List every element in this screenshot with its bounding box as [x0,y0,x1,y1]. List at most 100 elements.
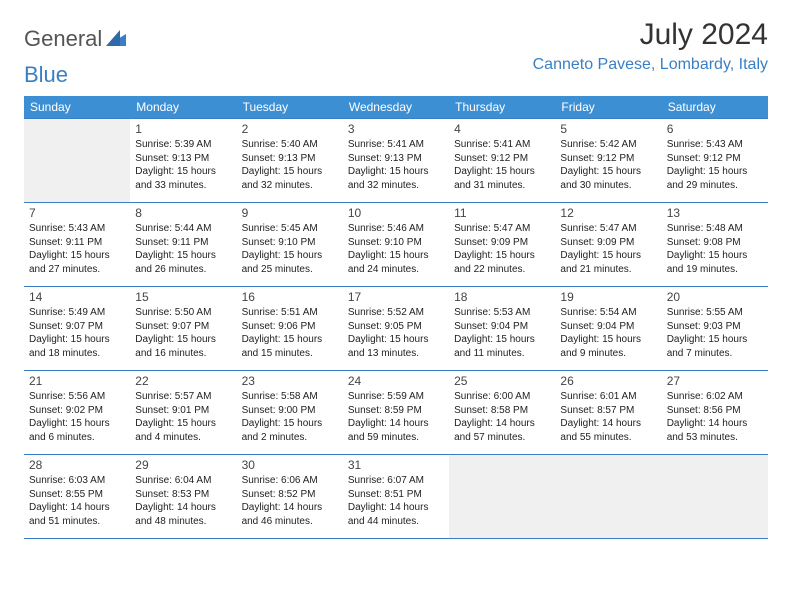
day-number: 22 [135,374,231,388]
brand-logo: General [24,18,128,52]
day-info: Sunrise: 5:39 AMSunset: 9:13 PMDaylight:… [135,138,231,192]
calendar-day-cell [24,119,130,203]
calendar-week-row: 14 Sunrise: 5:49 AMSunset: 9:07 PMDayligh… [24,287,768,371]
calendar-day-cell: 1 Sunrise: 5:39 AMSunset: 9:13 PMDaylight… [130,119,236,203]
calendar-day-cell: 10 Sunrise: 5:46 AMSunset: 9:10 PMDayligh… [343,203,449,287]
weekday-header: Sunday [24,96,130,119]
day-number: 11 [454,206,550,220]
calendar-day-cell: 29 Sunrise: 6:04 AMSunset: 8:53 PMDayligh… [130,455,236,539]
calendar-day-cell: 6 Sunrise: 5:43 AMSunset: 9:12 PMDaylight… [662,119,768,203]
calendar-day-cell: 25 Sunrise: 6:00 AMSunset: 8:58 PMDayligh… [449,371,555,455]
calendar-day-cell [555,455,661,539]
calendar-day-cell: 2Sunrise: 5:40 AMSunset: 9:13 PMDaylight… [237,119,343,203]
day-number: 25 [454,374,550,388]
day-info: Sunrise: 5:59 AMSunset: 8:59 PMDaylight:… [348,390,444,444]
calendar-day-cell: 20 Sunrise: 5:55 AMSunset: 9:03 PMDayligh… [662,287,768,371]
day-info: Sunrise: 5:53 AMSunset: 9:04 PMDaylight:… [454,306,550,360]
weekday-header: Monday [130,96,236,119]
day-number: 4 [454,122,550,136]
day-info: Sunrise: 6:04 AMSunset: 8:53 PMDaylight:… [135,474,231,528]
weekday-header-row: Sunday Monday Tuesday Wednesday Thursday… [24,96,768,119]
day-number: 29 [135,458,231,472]
calendar-week-row: 7 Sunrise: 5:43 AMSunset: 9:11 PMDaylight… [24,203,768,287]
day-number: 6 [667,122,763,136]
day-number: 23 [242,374,338,388]
calendar-day-cell: 22 Sunrise: 5:57 AMSunset: 9:01 PMDayligh… [130,371,236,455]
brand-part2: Blue [24,62,68,88]
day-number: 15 [135,290,231,304]
day-info: Sunrise: 5:42 AMSunset: 9:12 PMDaylight:… [560,138,656,192]
calendar-day-cell: 12Sunrise: 5:47 AMSunset: 9:09 PMDayligh… [555,203,661,287]
location-subtitle: Canneto Pavese, Lombardy, Italy [533,56,768,74]
day-info: Sunrise: 5:55 AMSunset: 9:03 PMDaylight:… [667,306,763,360]
calendar-day-cell: 16 Sunrise: 5:51 AMSunset: 9:06 PMDayligh… [237,287,343,371]
calendar-day-cell: 27 Sunrise: 6:02 AMSunset: 8:56 PMDayligh… [662,371,768,455]
day-number: 30 [242,458,338,472]
day-info: Sunrise: 5:43 AMSunset: 9:11 PMDaylight:… [29,222,125,276]
day-info: Sunrise: 5:56 AMSunset: 9:02 PMDaylight:… [29,390,125,444]
calendar-day-cell: 3Sunrise: 5:41 AMSunset: 9:13 PMDaylight… [343,119,449,203]
day-number: 1 [135,122,231,136]
day-number: 10 [348,206,444,220]
day-info: Sunrise: 5:57 AMSunset: 9:01 PMDaylight:… [135,390,231,444]
page-title: July 2024 [533,18,768,52]
day-info: Sunrise: 6:00 AMSunset: 8:58 PMDaylight:… [454,390,550,444]
day-number: 18 [454,290,550,304]
weekday-header: Friday [555,96,661,119]
day-number: 26 [560,374,656,388]
calendar-day-cell: 18 Sunrise: 5:53 AMSunset: 9:04 PMDayligh… [449,287,555,371]
calendar-day-cell: 13 Sunrise: 5:48 AMSunset: 9:08 PMDayligh… [662,203,768,287]
day-number: 13 [667,206,763,220]
calendar-day-cell: 28 Sunrise: 6:03 AMSunset: 8:55 PMDayligh… [24,455,130,539]
day-info: Sunrise: 5:43 AMSunset: 9:12 PMDaylight:… [667,138,763,192]
calendar-day-cell: 23 Sunrise: 5:58 AMSunset: 9:00 PMDayligh… [237,371,343,455]
day-info: Sunrise: 5:49 AMSunset: 9:07 PMDaylight:… [29,306,125,360]
day-number: 19 [560,290,656,304]
calendar-day-cell: 14 Sunrise: 5:49 AMSunset: 9:07 PMDayligh… [24,287,130,371]
day-info: Sunrise: 5:51 AMSunset: 9:06 PMDaylight:… [242,306,338,360]
weekday-header: Saturday [662,96,768,119]
day-info: Sunrise: 6:01 AMSunset: 8:57 PMDaylight:… [560,390,656,444]
calendar-table: Sunday Monday Tuesday Wednesday Thursday… [24,96,768,539]
calendar-day-cell: 15Sunrise: 5:50 AMSunset: 9:07 PMDayligh… [130,287,236,371]
weekday-header: Tuesday [237,96,343,119]
day-number: 7 [29,206,125,220]
day-info: Sunrise: 6:06 AMSunset: 8:52 PMDaylight:… [242,474,338,528]
day-info: Sunrise: 5:45 AMSunset: 9:10 PMDaylight:… [242,222,338,276]
day-number: 3 [348,122,444,136]
brand-part1: General [24,26,102,52]
day-number: 2 [242,122,338,136]
calendar-week-row: 1 Sunrise: 5:39 AMSunset: 9:13 PMDaylight… [24,119,768,203]
day-info: Sunrise: 5:58 AMSunset: 9:00 PMDaylight:… [242,390,338,444]
calendar-day-cell: 26 Sunrise: 6:01 AMSunset: 8:57 PMDayligh… [555,371,661,455]
day-info: Sunrise: 5:46 AMSunset: 9:10 PMDaylight:… [348,222,444,276]
day-number: 28 [29,458,125,472]
calendar-day-cell: 4 Sunrise: 5:41 AMSunset: 9:12 PMDaylight… [449,119,555,203]
calendar-day-cell: 8Sunrise: 5:44 AMSunset: 9:11 PMDaylight… [130,203,236,287]
day-info: Sunrise: 5:48 AMSunset: 9:08 PMDaylight:… [667,222,763,276]
day-info: Sunrise: 6:02 AMSunset: 8:56 PMDaylight:… [667,390,763,444]
day-number: 16 [242,290,338,304]
day-number: 5 [560,122,656,136]
calendar-day-cell: 31 Sunrise: 6:07 AMSunset: 8:51 PMDayligh… [343,455,449,539]
day-number: 24 [348,374,444,388]
day-info: Sunrise: 5:52 AMSunset: 9:05 PMDaylight:… [348,306,444,360]
day-number: 14 [29,290,125,304]
day-number: 21 [29,374,125,388]
day-number: 8 [135,206,231,220]
day-number: 17 [348,290,444,304]
day-number: 27 [667,374,763,388]
weekday-header: Thursday [449,96,555,119]
calendar-week-row: 28 Sunrise: 6:03 AMSunset: 8:55 PMDayligh… [24,455,768,539]
day-info: Sunrise: 6:07 AMSunset: 8:51 PMDaylight:… [348,474,444,528]
day-info: Sunrise: 5:47 AMSunset: 9:09 PMDaylight:… [454,222,550,276]
day-info: Sunrise: 6:03 AMSunset: 8:55 PMDaylight:… [29,474,125,528]
day-number: 12 [560,206,656,220]
day-number: 31 [348,458,444,472]
calendar-day-cell [662,455,768,539]
day-info: Sunrise: 5:41 AMSunset: 9:12 PMDaylight:… [454,138,550,192]
calendar-day-cell: 24 Sunrise: 5:59 AMSunset: 8:59 PMDayligh… [343,371,449,455]
day-number: 20 [667,290,763,304]
calendar-day-cell: 5 Sunrise: 5:42 AMSunset: 9:12 PMDaylight… [555,119,661,203]
weekday-header: Wednesday [343,96,449,119]
